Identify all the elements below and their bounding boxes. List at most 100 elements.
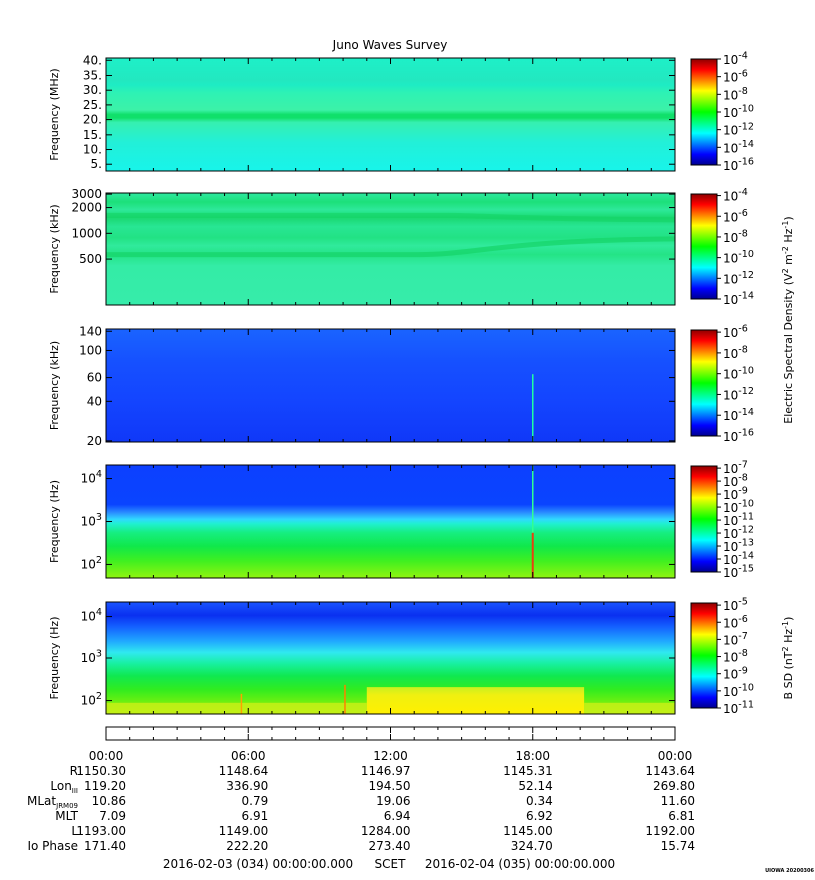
colorbar-tick-label: 10-5 [723, 597, 748, 613]
time-tick-label: 06:00 [231, 749, 266, 763]
ephemeris-row-label: MLT [55, 809, 78, 823]
colorbar [690, 58, 718, 166]
ephemeris-value: 15.74 [661, 839, 695, 853]
y-tick-label: 40 [87, 394, 102, 408]
colorbar-tick-label: 10-6 [723, 208, 748, 224]
ephemeris-value: 52.14 [518, 779, 552, 793]
ephemeris-value: 1145.31 [503, 764, 553, 778]
y-axis-label: Frequency (MHz) [48, 68, 61, 160]
y-tick-label: 30. [83, 83, 102, 97]
spectrogram-panel-4: 104 103 102 Frequency (Hz) 10-710-810-910-10… [48, 460, 754, 580]
y-tick-label: 40. [83, 53, 102, 67]
y-tick-label: 100 [79, 343, 102, 357]
ephemeris-value: 171.40 [84, 839, 126, 853]
y-tick-label: 102 [81, 691, 102, 707]
time-tick-label: 12:00 [373, 749, 408, 763]
ephemeris-value: 7.09 [99, 809, 126, 823]
ephemeris-value: 1149.00 [219, 824, 269, 838]
footer-tag: UIOWA 20200306 [765, 868, 814, 874]
ephemeris-value: 1145.00 [503, 824, 553, 838]
ephemeris-value: 1148.64 [219, 764, 269, 778]
ephemeris-row-label: Io Phase [27, 839, 78, 853]
spectrogram-image [106, 193, 675, 305]
end-time-label: 2016-02-04 (035) 00:00:00.000 [425, 857, 615, 871]
colorbar-tick-label: 10-14 [723, 551, 754, 567]
ephemeris-value: 11.60 [661, 794, 695, 808]
colorbar-tick-label: 10-8 [723, 344, 748, 360]
ephemeris-value: 6.91 [242, 809, 269, 823]
ephemeris-row-label: L [71, 824, 78, 838]
colorbar-tick-label: 10-14 [723, 139, 754, 155]
ephemeris-row-label: LonIII [50, 779, 78, 795]
colorbar-tick-label: 10-9 [723, 486, 748, 502]
ephemeris-value: 336.90 [226, 779, 268, 793]
ephemeris-value: 6.94 [384, 809, 411, 823]
colorbar-tick-label: 10-12 [723, 121, 754, 137]
colorbar [690, 602, 718, 709]
colorbar [690, 193, 718, 300]
ephemeris-value: 273.40 [369, 839, 411, 853]
colorbar-label-electric: Electric Spectral Density (V2 m-2 Hz-1) [781, 216, 795, 423]
colorbar-tick-label: 10-11 [723, 512, 754, 528]
spectrogram-panel-3: 140 100 60 40 20 Frequency (kHz) 10-6 10-8 10-10… [48, 324, 754, 448]
spectrogram-image [106, 465, 675, 578]
colorbar-tick-label: 10-12 [723, 270, 754, 286]
y-axis-label: Frequency (kHz) [48, 341, 61, 430]
emission-band [106, 212, 676, 223]
ephemeris-value: 222.20 [226, 839, 268, 853]
colorbar-tick-label: 10-10 [723, 682, 754, 698]
y-tick-label: 10. [83, 143, 102, 157]
ephemeris-value: 6.92 [526, 809, 553, 823]
colorbar-label-magnetic: B SD (nT2 Hz-1) [781, 617, 795, 700]
time-tick-label: 00:00 [658, 749, 693, 763]
ephemeris-value: 119.20 [84, 779, 126, 793]
y-tick-label: 103 [81, 512, 102, 528]
colorbar-tick-label: 10-14 [723, 291, 754, 307]
colorbar-tick-label: 10-16 [723, 428, 754, 444]
time-tick-label: 18:00 [515, 749, 550, 763]
colorbar-tick-label: 10-14 [723, 407, 754, 423]
figure-title: Juno Waves Survey [332, 38, 448, 52]
y-tick-label: 3000 [71, 187, 102, 201]
colorbar-tick-label: 10-10 [723, 249, 754, 265]
y-tick-label: 500 [79, 252, 102, 266]
ephemeris-value: 10.86 [92, 794, 126, 808]
ephemeris-value: 19.06 [376, 794, 410, 808]
enhanced-emission-interval [366, 687, 585, 714]
colorbar-tick-label: 10-6 [723, 614, 748, 630]
ephemeris-value: 0.34 [526, 794, 553, 808]
scet-label: SCET [375, 857, 407, 871]
colorbar-tick-label: 10-12 [723, 386, 754, 402]
ephemeris-value: 1150.30 [76, 764, 126, 778]
low-freq-emission [584, 702, 675, 714]
ephemeris-value: 0.79 [242, 794, 269, 808]
y-tick-label: 104 [81, 469, 102, 485]
spectrogram-panel-1: 40. 35.30.25.20.15.10.5. Frequency (MHz) 10… [48, 51, 754, 173]
colorbar-tick-label: 10-16 [723, 157, 754, 173]
colorbar [690, 465, 718, 573]
ephemeris-value: 194.50 [369, 779, 411, 793]
colorbar-tick-label: 10-7 [723, 631, 748, 647]
y-tick-label: 35. [83, 69, 102, 83]
y-tick-label: 103 [81, 649, 102, 665]
ephemeris-value: 1146.97 [361, 764, 411, 778]
y-axis-label: Frequency (Hz) [48, 617, 61, 700]
ephemeris-value: 269.80 [653, 779, 695, 793]
ephemeris-row-label: R [70, 764, 78, 778]
emission-band [106, 236, 676, 258]
y-tick-label: 20. [83, 113, 102, 127]
ephemeris-value: 1143.64 [645, 764, 695, 778]
colorbar-tick-label: 10-8 [723, 86, 748, 102]
colorbar-tick-label: 10-9 [723, 665, 748, 681]
y-tick-label: 60 [87, 371, 102, 385]
spectrogram-image [106, 329, 675, 442]
y-tick-label: 25. [83, 98, 102, 112]
start-time-label: 2016-02-03 (034) 00:00:00.000 [163, 857, 353, 871]
colorbar-tick-label: 10-4 [723, 51, 748, 67]
colorbar-tick-label: 10-4 [723, 187, 748, 203]
y-tick-label: 5. [91, 157, 102, 171]
ephemeris-value: 6.81 [668, 809, 695, 823]
